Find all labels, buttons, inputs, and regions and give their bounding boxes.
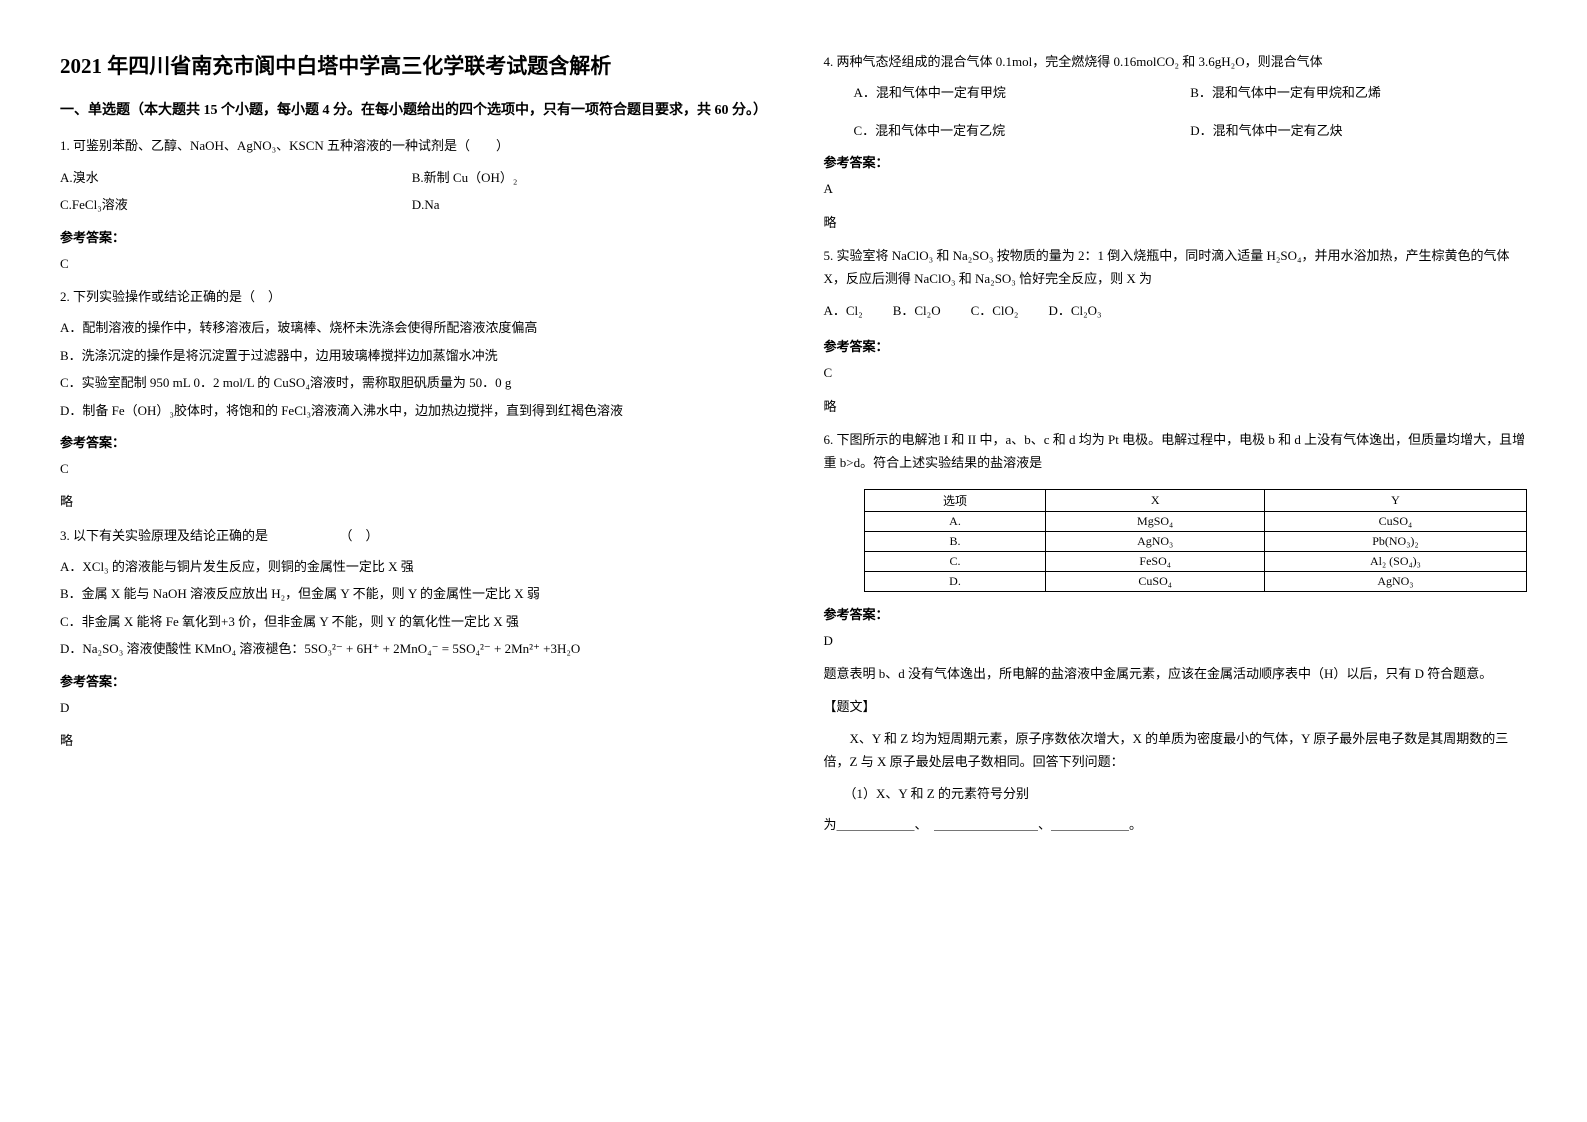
cell: CuSO₄	[1046, 571, 1264, 591]
cell: MgSO₄	[1046, 511, 1264, 531]
table-row: B. AgNO₃ Pb(NO₃)₂	[864, 531, 1527, 551]
q3-stem: 3. 以下有关实验原理及结论正确的是 （ ）	[60, 524, 764, 547]
q4-opt-c: C．混和气体中一定有乙烷	[854, 119, 1191, 142]
cell: A.	[864, 511, 1046, 531]
q2-answer: C	[60, 457, 764, 480]
cell: D.	[864, 571, 1046, 591]
cell: AgNO₃	[1046, 531, 1264, 551]
table-header-row: 选项 X Y	[864, 489, 1527, 511]
q1-opt-a: A.溴水	[60, 166, 412, 189]
table-row: C. FeSO₄ Al₂ (SO₄)₃	[864, 551, 1527, 571]
q6-stem: 6. 下图所示的电解池 I 和 II 中，a、b、c 和 d 均为 Pt 电极。…	[824, 428, 1528, 475]
q2-stem: 2. 下列实验操作或结论正确的是（ ）	[60, 285, 764, 308]
cell: B.	[864, 531, 1046, 551]
q4-stem: 4. 两种气态烃组成的混合气体 0.1mol，完全燃烧得 0.16molCO₂ …	[824, 50, 1528, 73]
q4-note: 略	[824, 211, 1528, 234]
q2-answer-label: 参考答案：	[60, 432, 764, 451]
q7-body: X、Y 和 Z 均为短周期元素，原子序数依次增大，X 的单质为密度最小的气体，Y…	[824, 727, 1528, 774]
q4-opt-a: A．混和气体中一定有甲烷	[854, 81, 1191, 104]
q5-answer-label: 参考答案：	[824, 336, 1528, 355]
q5-opt-a: A．Cl₂	[824, 299, 863, 322]
th-x: X	[1046, 489, 1264, 511]
q6-answer-label: 参考答案：	[824, 604, 1528, 623]
q7-sub1: （1）X、Y 和 Z 的元素符号分别	[824, 782, 1528, 805]
q5-answer: C	[824, 361, 1528, 384]
cell: FeSO₄	[1046, 551, 1264, 571]
q1-answer: C	[60, 252, 764, 275]
q2-note: 略	[60, 490, 764, 513]
cell: C.	[864, 551, 1046, 571]
q3-opt-c: C．非金属 X 能将 Fe 氧化到+3 价，但非金属 Y 不能，则 Y 的氧化性…	[60, 610, 764, 633]
q1-opt-c: C.FeCl₃溶液	[60, 193, 412, 216]
page-title: 2021 年四川省南充市阆中白塔中学高三化学联考试题含解析	[60, 50, 764, 80]
q6-table: 选项 X Y A. MgSO₄ CuSO₄ B. AgNO₃ Pb(NO₃)₂ …	[864, 489, 1528, 592]
q3-opt-b: B．金属 X 能与 NaOH 溶液反应放出 H₂，但金属 Y 不能，则 Y 的金…	[60, 582, 764, 605]
q4-options-row2: C．混和气体中一定有乙烷 D．混和气体中一定有乙炔	[824, 119, 1528, 142]
q1-answer-label: 参考答案：	[60, 227, 764, 246]
th-y: Y	[1264, 489, 1526, 511]
q3-opt-d: D．Na₂SO₃ 溶液使酸性 KMnO₄ 溶液褪色：5SO₃²⁻ + 6H⁺ +…	[60, 637, 764, 660]
cell: AgNO₃	[1264, 571, 1526, 591]
q7-sub1-end: 为＿＿＿＿＿＿、 ＿＿＿＿＿＿＿＿、＿＿＿＿＿＿。	[824, 813, 1528, 836]
cell: CuSO₄	[1264, 511, 1526, 531]
table-row: A. MgSO₄ CuSO₄	[864, 511, 1527, 531]
q4-opt-d: D．混和气体中一定有乙炔	[1190, 119, 1527, 142]
section-heading: 一、单选题（本大题共 15 个小题，每小题 4 分。在每小题给出的四个选项中，只…	[60, 100, 764, 122]
right-column: 4. 两种气态烃组成的混合气体 0.1mol，完全燃烧得 0.16molCO₂ …	[824, 50, 1528, 1072]
q5-stem: 5. 实验室将 NaClO₃ 和 Na₂SO₃ 按物质的量为 2：1 倒入烧瓶中…	[824, 244, 1528, 291]
q1-stem: 1. 可鉴别苯酚、乙醇、NaOH、AgNO₃、KSCN 五种溶液的一种试剂是（ …	[60, 134, 764, 157]
q2-opt-c: C．实验室配制 950 mL 0．2 mol/L 的 CuSO₄溶液时，需称取胆…	[60, 371, 764, 394]
cell: Pb(NO₃)₂	[1264, 531, 1526, 551]
table-row: D. CuSO₄ AgNO₃	[864, 571, 1527, 591]
q1-options-row1: A.溴水 B.新制 Cu（OH）₂	[60, 166, 764, 189]
q3-opt-a: A．XCl₃ 的溶液能与铜片发生反应，则铜的金属性一定比 X 强	[60, 555, 764, 578]
q5-opt-d: D．Cl₂O₃	[1048, 299, 1101, 322]
q5-options: A．Cl₂ B．Cl₂O C．ClO₂ D．Cl₂O₃	[824, 299, 1528, 322]
q5-opt-c: C．ClO₂	[971, 299, 1019, 322]
cell: Al₂ (SO₄)₃	[1264, 551, 1526, 571]
q1-opt-d: D.Na	[412, 193, 764, 216]
q1-opt-b: B.新制 Cu（OH）₂	[412, 166, 764, 189]
th-option: 选项	[864, 489, 1046, 511]
q2-opt-d: D．制备 Fe（OH）₃胶体时，将饱和的 FeCl₃溶液滴入沸水中，边加热边搅拌…	[60, 399, 764, 422]
q4-options-row1: A．混和气体中一定有甲烷 B．混和气体中一定有甲烷和乙烯	[824, 81, 1528, 104]
q3-answer-label: 参考答案：	[60, 671, 764, 690]
q6-explain: 题意表明 b、d 没有气体逸出，所电解的盐溶液中金属元素，应该在金属活动顺序表中…	[824, 662, 1528, 685]
q4-answer-label: 参考答案：	[824, 152, 1528, 171]
q2-opt-b: B．洗涤沉淀的操作是将沉淀置于过滤器中，边用玻璃棒搅拌边加蒸馏水冲洗	[60, 344, 764, 367]
left-column: 2021 年四川省南充市阆中白塔中学高三化学联考试题含解析 一、单选题（本大题共…	[60, 50, 764, 1072]
q2-opt-a: A．配制溶液的操作中，转移溶液后，玻璃棒、烧杯未洗涤会使得所配溶液浓度偏高	[60, 316, 764, 339]
q1-options-row2: C.FeCl₃溶液 D.Na	[60, 193, 764, 216]
q3-note: 略	[60, 729, 764, 752]
q5-note: 略	[824, 395, 1528, 418]
q6-answer: D	[824, 629, 1528, 652]
q5-opt-b: B．Cl₂O	[893, 299, 941, 322]
q7-label: 【题文】	[824, 695, 1528, 718]
q4-opt-b: B．混和气体中一定有甲烷和乙烯	[1190, 81, 1527, 104]
q3-answer: D	[60, 696, 764, 719]
q4-answer: A	[824, 177, 1528, 200]
